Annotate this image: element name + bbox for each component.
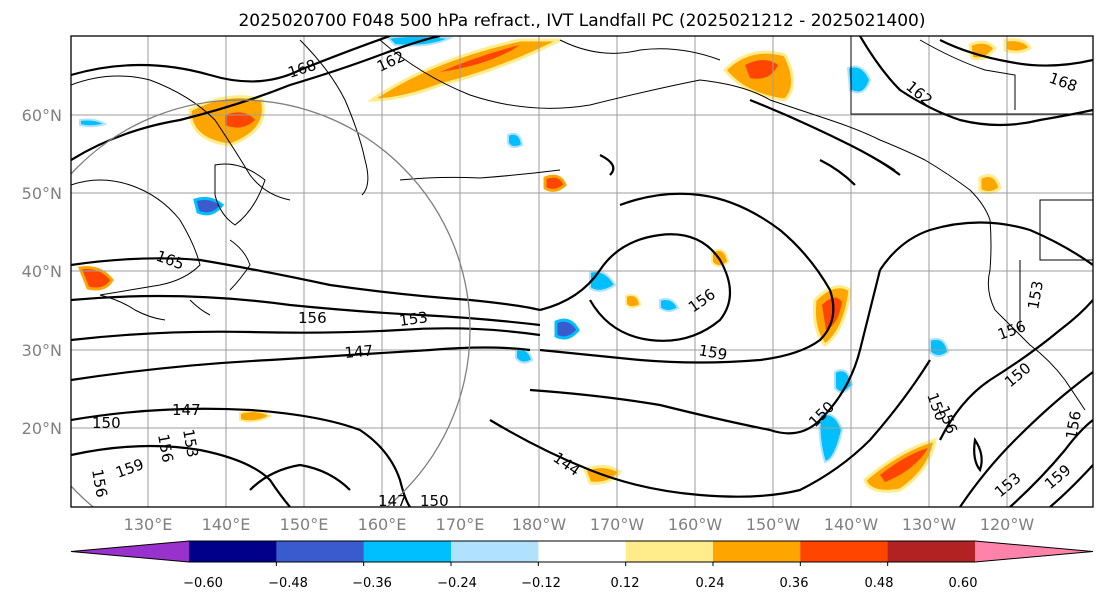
lat-label: 30°N [22,341,62,360]
colorbar-tick-label: 0.12 [611,576,640,591]
lat-label: 60°N [22,106,62,125]
colorbar-tick-label: 0.60 [949,576,978,591]
lon-label: 140°E [202,515,251,534]
shading-layer [77,36,1032,493]
map-area: 168 162 168 162 165 156 153 147 147 153 … [71,36,1093,510]
colorbar-outline [70,540,1094,563]
contour-label: 147 [378,492,407,510]
negative-anomaly-patch [79,118,108,128]
contour-label: 147 [344,342,374,362]
contour-label: 156 [1062,409,1085,440]
contour-label: 159 [697,341,728,364]
height-contours [71,36,1093,507]
contour-label: 156 [88,468,111,499]
colorbar-swatch [800,541,889,562]
lon-label: 130°E [124,515,173,534]
colorbar-tick-label: 0.36 [780,576,809,591]
contour-label: 153 [179,428,202,459]
colorbar-tick-label: 0.24 [696,576,725,591]
negative-anomaly-patch [507,132,524,149]
colorbar-swatch [363,541,452,562]
colorbar-swatch [276,541,365,562]
colorbar-swatch [538,541,627,562]
colorbar-tick-label: −0.36 [352,576,392,591]
colorbar-swatch [451,541,539,562]
colorbar-tick-label: −0.48 [268,576,308,591]
lat-label: 20°N [22,419,62,438]
latitude-labels: 60°N 50°N 40°N 30°N 20°N [22,106,62,438]
positive-anomaly-patch [745,60,778,79]
positive-anomaly-patch [367,38,561,102]
colorbar-tick-labels: −0.60 −0.48 −0.36 −0.24 −0.12 0.12 0.24 … [183,576,977,591]
negative-anomaly-patch [554,318,580,340]
negative-anomaly-patch [659,298,680,312]
lon-label: 170°W [590,515,645,534]
positive-anomaly-patch [77,266,114,291]
colorbar-tick-label: −0.24 [437,576,477,591]
colorbar-swatch [189,541,277,562]
lon-label: 170°E [436,515,485,534]
colorbar-tick-label: −0.60 [183,576,223,591]
positive-anomaly-patch [1003,38,1032,54]
colorbar-tick-label: −0.12 [521,576,561,591]
lon-label: 120°W [980,515,1035,534]
positive-anomaly-patch [978,174,1002,195]
lon-label: 150°W [746,515,801,534]
lon-label: 180°W [512,515,567,534]
colorbar-extension-min [71,541,189,562]
contour-label: 150 [92,414,121,432]
negative-anomaly-patch [846,65,872,94]
lon-label: 160°W [668,515,723,534]
contour-label: 156 [298,309,327,327]
negative-anomaly-patch [193,196,225,216]
colorbar-swatch [713,541,801,562]
colorbar-tick-label: 0.48 [865,576,894,591]
contour-label: 156 [154,433,177,464]
map-title: 2025020700 F048 500 hPa refract., IVT La… [238,11,925,31]
positive-anomaly-patch [239,410,272,423]
contour-label: 150 [420,492,449,510]
lon-label: 150°E [280,515,329,534]
lat-label: 40°N [22,262,62,281]
contour-label: 153 [1024,279,1047,310]
graticule [71,36,1093,507]
negative-anomaly-patch [929,337,950,357]
positive-anomaly-patch [543,174,567,192]
negative-anomaly-patch [834,369,854,394]
positive-anomaly-patch [225,112,255,128]
colorbar-extension-max [975,541,1093,562]
contour-label: 147 [172,401,201,419]
lon-label: 130°W [902,515,957,534]
lon-label: 140°W [824,515,879,534]
longitude-labels: 130°E 140°E 150°E 160°E 170°E 180°W 170°… [124,515,1035,534]
colorbar: −0.60 −0.48 −0.36 −0.24 −0.12 0.12 0.24 … [70,540,1094,591]
colorbar-swatch [887,541,976,562]
region-circle [71,99,471,507]
negative-anomaly-patch [818,413,844,464]
coastlines [71,39,1093,411]
lon-label: 160°E [358,515,407,534]
positive-anomaly-patch [880,448,928,482]
contour-label: 153 [398,308,429,330]
map-frame [70,35,1094,508]
colorbar-swatch [625,541,714,562]
positive-anomaly-patch [625,294,642,309]
lat-label: 50°N [22,184,62,203]
